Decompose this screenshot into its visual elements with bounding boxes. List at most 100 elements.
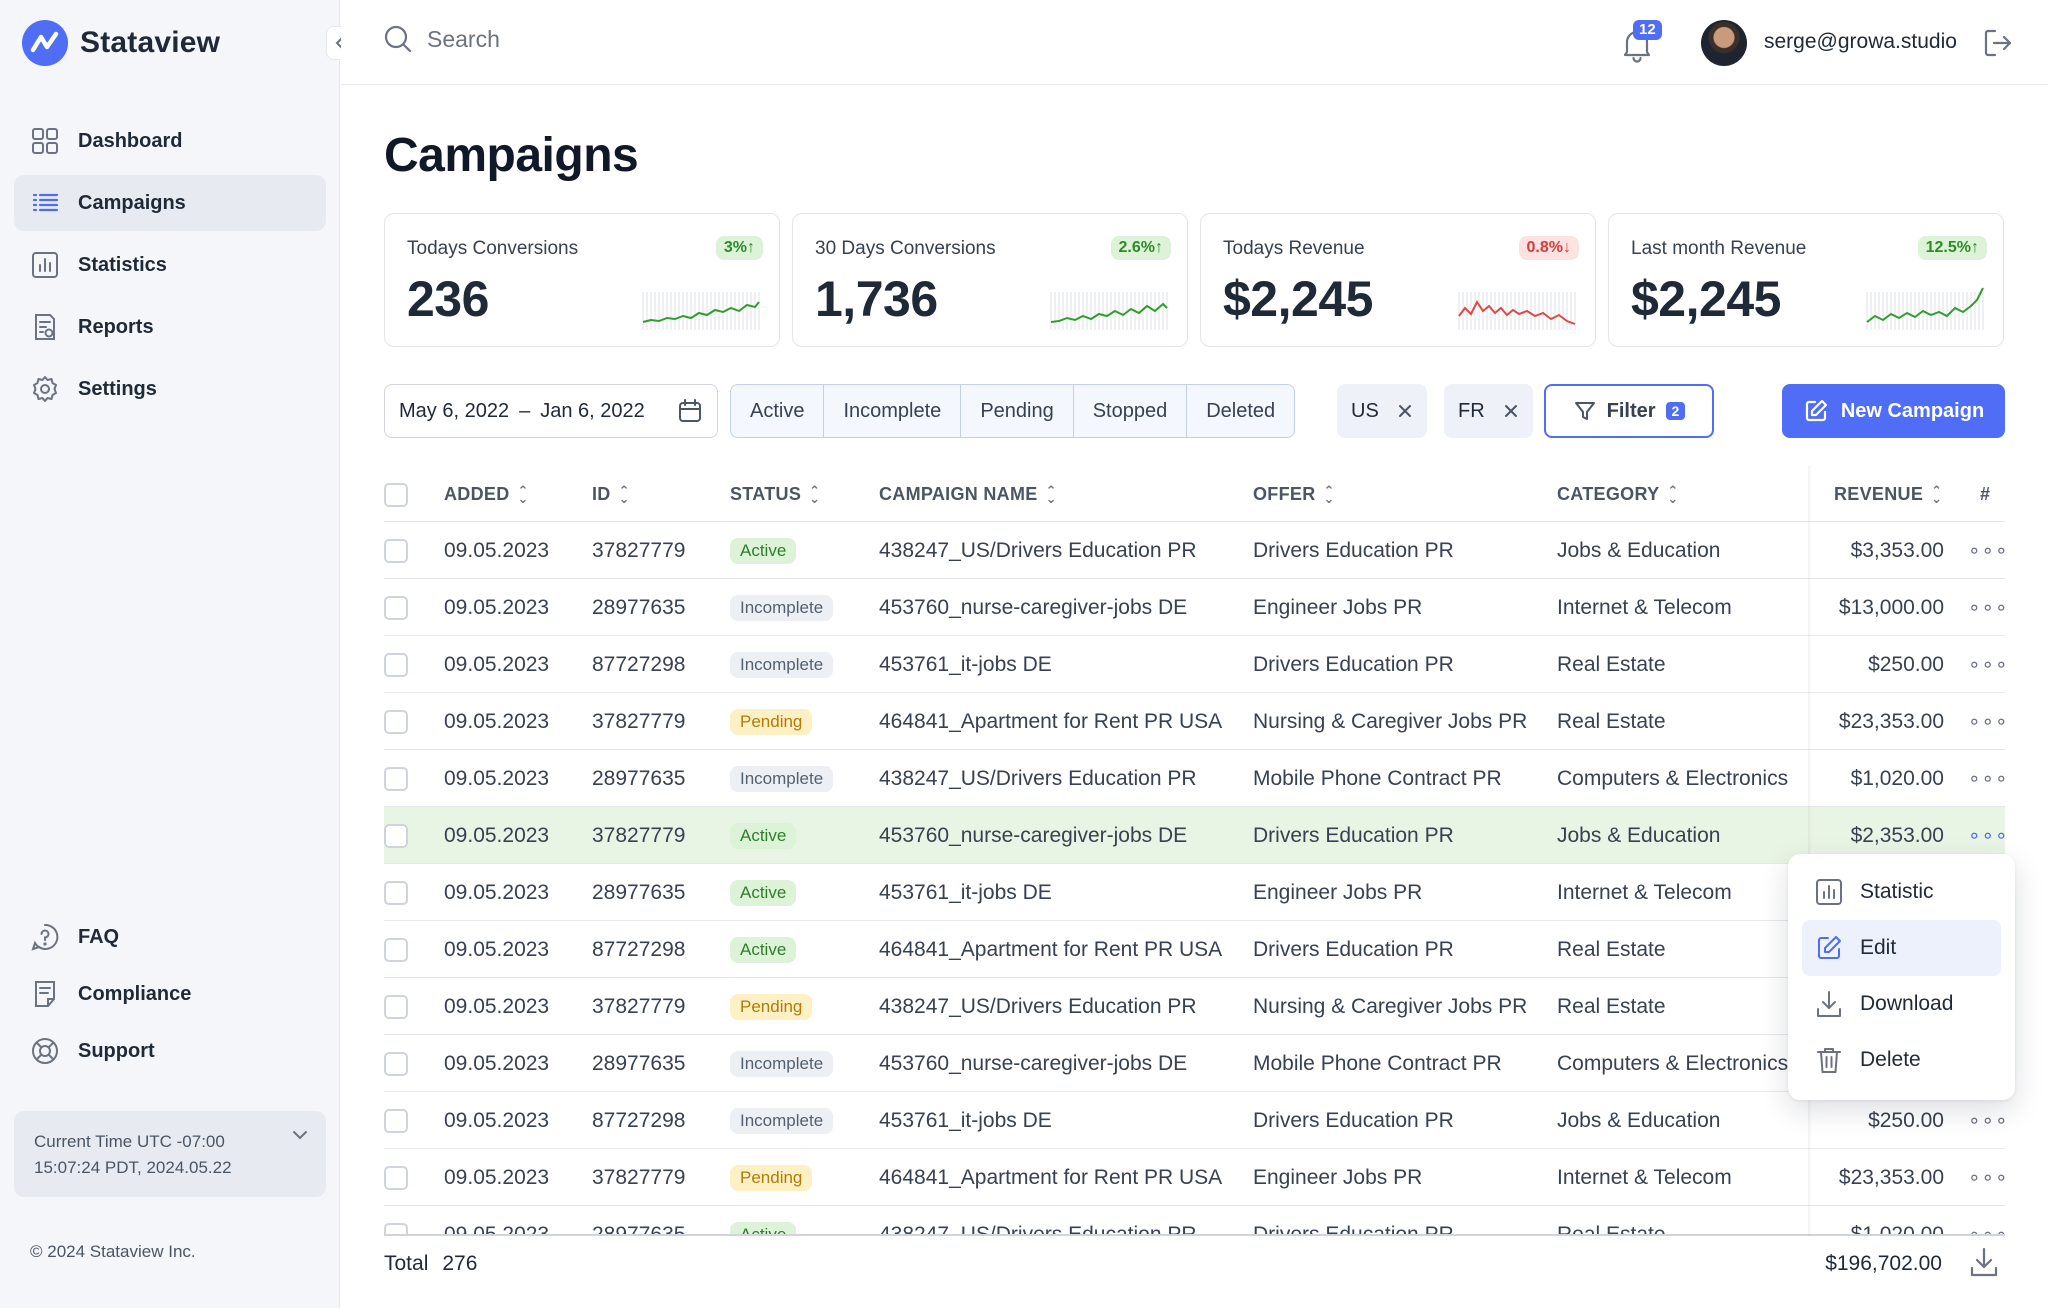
select-all-checkbox[interactable] — [384, 482, 408, 507]
more-options-icon[interactable]: ∘∘∘ — [1968, 1110, 2005, 1132]
cell-text: 09.05.2023 — [444, 1108, 550, 1132]
menu-item-statistic[interactable]: Statistic — [1802, 864, 2001, 920]
filter-button[interactable]: Filter 2 — [1544, 384, 1714, 438]
row-checkbox[interactable] — [384, 538, 408, 563]
cell-text: Nursing & Caregiver Jobs PR — [1253, 709, 1528, 733]
download-icon[interactable] — [1968, 1246, 2000, 1280]
sidebar-item-compliance[interactable]: Compliance — [14, 969, 326, 1019]
table-row[interactable]: 09.05.2023 37827779 Pending 464841_Apartmen… — [384, 1149, 2005, 1206]
new-campaign-button[interactable]: New Campaign — [1782, 384, 2005, 438]
col-added[interactable]: ADDED ⌃ ⌄ — [444, 466, 529, 523]
menu-item-edit[interactable]: Edit — [1802, 920, 2001, 976]
filter-chip-us[interactable]: US — [1337, 384, 1427, 438]
cell-added: 09.05.2023 — [444, 1092, 549, 1149]
col-status[interactable]: STATUS ⌃ ⌄ — [730, 466, 820, 523]
column-label: ID — [592, 484, 611, 504]
search-input[interactable]: Search — [427, 25, 500, 52]
chip-label: US — [1351, 399, 1379, 422]
tab-pending[interactable]: Pending — [961, 385, 1074, 437]
tab-active[interactable]: Active — [731, 385, 825, 437]
row-checkbox[interactable] — [384, 709, 408, 734]
user-email[interactable]: serge@growa.studio — [1764, 30, 1957, 53]
row-actions-cell: ∘∘∘ — [1968, 750, 2005, 807]
col-id[interactable]: ID ⌃ ⌄ — [592, 466, 630, 523]
current-time-card[interactable]: Current Time UTC -07:00 15:07:24 PDT, 20… — [14, 1111, 326, 1197]
column-label: CAMPAIGN NAME — [879, 484, 1038, 504]
more-options-icon[interactable]: ∘∘∘ — [1968, 654, 2005, 676]
more-options-icon[interactable]: ∘∘∘ — [1968, 825, 2005, 847]
more-options-icon[interactable]: ∘∘∘ — [1968, 540, 2005, 562]
sidebar-item-faq[interactable]: FAQ — [14, 912, 326, 962]
tab-incomplete[interactable]: Incomplete — [824, 385, 962, 437]
row-checkbox[interactable] — [384, 652, 408, 677]
row-checkbox[interactable] — [384, 1165, 408, 1190]
row-checkbox[interactable] — [384, 1222, 408, 1234]
cell-status: Active — [730, 921, 797, 978]
avatar[interactable] — [1701, 20, 1747, 66]
menu-item-download[interactable]: Download — [1802, 976, 2001, 1032]
row-checkbox[interactable] — [384, 766, 408, 791]
kpi-card-todays-revenue: Todays Revenue $2,245 0.8%↓ — [1200, 213, 1596, 347]
more-options-icon[interactable]: ∘∘∘ — [1968, 1167, 2005, 1189]
date-range-picker[interactable]: May 6, 2022 – Jan 6, 2022 — [384, 384, 718, 438]
filter-chip-fr[interactable]: FR — [1444, 384, 1533, 438]
more-options-icon[interactable]: ∘∘∘ — [1968, 597, 2005, 619]
cell-revenue: $23,353.00 — [1804, 1149, 1944, 1206]
sidebar-item-support[interactable]: Support — [14, 1026, 326, 1076]
row-checkbox[interactable] — [384, 1108, 408, 1133]
search-box[interactable]: Search — [383, 24, 500, 54]
table-row[interactable]: 09.05.2023 87727298 Incomplete 453761_it-jo… — [384, 1092, 2005, 1149]
cell-text: $23,353.00 — [1838, 1165, 1944, 1189]
row-checkbox[interactable] — [384, 937, 408, 962]
sidebar-item-dashboard[interactable]: Dashboard — [14, 113, 326, 169]
row-checkbox[interactable] — [384, 880, 408, 905]
row-checkbox[interactable] — [384, 823, 408, 848]
table-row[interactable]: 09.05.2023 87727298 Incomplete 453761_it-jo… — [384, 636, 2005, 693]
more-options-icon[interactable]: ∘∘∘ — [1968, 1224, 2005, 1236]
more-options-icon[interactable]: ∘∘∘ — [1968, 711, 2005, 733]
table-row[interactable]: 09.05.2023 28977635 Active 453761_it-jobs D… — [384, 864, 2005, 921]
sidebar-item-label: Statistics — [78, 253, 167, 276]
cell-text: Real Estate — [1557, 937, 1666, 961]
sort-icon: ⌃ ⌄ — [1045, 482, 1057, 506]
column-label: CATEGORY — [1557, 484, 1660, 504]
cell-text: $250.00 — [1868, 652, 1944, 676]
table-row[interactable]: 09.05.2023 28977635 Incomplete 453760_nurse… — [384, 579, 2005, 636]
tab-stopped[interactable]: Stopped — [1074, 385, 1188, 437]
col-offer[interactable]: OFFER ⌃ ⌄ — [1253, 466, 1335, 523]
status-badge: Incomplete — [730, 594, 834, 621]
cell-category: Jobs & Education — [1557, 522, 1720, 579]
table-row[interactable]: 09.05.2023 37827779 Pending 438247_US/Drive… — [384, 978, 2005, 1035]
row-checkbox[interactable] — [384, 595, 408, 620]
chevron-down-icon — [293, 1131, 307, 1140]
sidebar-item-reports[interactable]: Reports — [14, 299, 326, 355]
sidebar-item-statistics[interactable]: Statistics — [14, 237, 326, 293]
menu-item-delete[interactable]: Delete — [1802, 1032, 2001, 1088]
col-revenue[interactable]: REVENUE ⌃ ⌄ — [1834, 466, 1942, 523]
cell-text: Mobile Phone Contract PR — [1253, 1051, 1502, 1075]
col-category[interactable]: CATEGORY ⌃ ⌄ — [1557, 466, 1679, 523]
close-icon[interactable] — [1397, 403, 1413, 419]
cell-offer: Drivers Education PR — [1253, 921, 1454, 978]
sidebar-item-campaigns[interactable]: Campaigns — [14, 175, 326, 231]
table-row[interactable]: 09.05.2023 28977635 Incomplete 438247_US/Dr… — [384, 750, 2005, 807]
table-row[interactable]: 09.05.2023 87727298 Active 464841_Apartment… — [384, 921, 2005, 978]
more-options-icon[interactable]: ∘∘∘ — [1968, 768, 2005, 790]
table-row[interactable]: 09.05.2023 37827779 Active 453760_nurse-car… — [384, 807, 2005, 864]
table-row[interactable]: 09.05.2023 28977635 Incomplete 453760_nurse… — [384, 1035, 2005, 1092]
table-row[interactable]: 09.05.2023 37827779 Pending 464841_Apartmen… — [384, 693, 2005, 750]
tab-deleted[interactable]: Deleted — [1206, 399, 1276, 422]
table-row[interactable]: 09.05.2023 28977635 Active 438247_US/Driver… — [384, 1206, 2005, 1236]
cell-text: 87727298 — [592, 937, 686, 961]
close-icon[interactable] — [1503, 403, 1519, 419]
row-actions-cell: ∘∘∘ — [1968, 636, 2005, 693]
cell-text: Real Estate — [1557, 652, 1666, 676]
col-campaign-name[interactable]: CAMPAIGN NAME ⌃ ⌄ — [879, 466, 1057, 523]
brand[interactable]: Stataview — [22, 20, 220, 66]
status-badge: Active — [730, 822, 797, 849]
row-checkbox[interactable] — [384, 1051, 408, 1076]
logout-icon[interactable] — [1981, 26, 2015, 60]
row-checkbox[interactable] — [384, 994, 408, 1019]
table-row[interactable]: 09.05.2023 37827779 Active 438247_US/Driver… — [384, 522, 2005, 579]
sidebar-item-settings[interactable]: Settings — [14, 361, 326, 417]
